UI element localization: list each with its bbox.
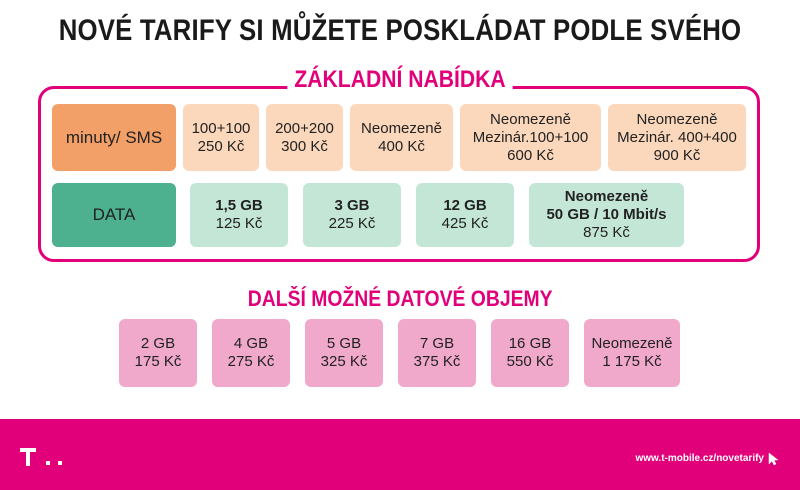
tariff-name: 100+100 bbox=[191, 119, 251, 137]
category-data: DATA bbox=[52, 183, 176, 247]
extra-data-card-3[interactable]: 5 GB 325 Kč bbox=[305, 319, 383, 387]
tariff-price: 250 Kč bbox=[197, 137, 245, 155]
tariff-name: 3 GB bbox=[334, 197, 370, 214]
tariff-card-data-1[interactable]: 1,5 GB 125 Kč bbox=[190, 183, 288, 247]
category-minutes-sms: minuty/ SMS bbox=[52, 104, 176, 171]
tariff-name: 1,5 GB bbox=[215, 197, 263, 214]
extra-data-name: 4 GB bbox=[233, 335, 269, 352]
tariff-price: 900 Kč bbox=[653, 146, 701, 164]
tariff-price: 400 Kč bbox=[378, 137, 425, 155]
tariff-name-line1: Neomezeně bbox=[636, 110, 718, 128]
tariff-name-line2: Mezinár.100+100 bbox=[472, 128, 589, 146]
extra-data-card-2[interactable]: 4 GB 275 Kč bbox=[212, 319, 290, 387]
extra-data-price: 175 Kč bbox=[134, 353, 182, 370]
extra-data-name: 16 GB bbox=[508, 335, 552, 352]
tariff-name-line1: Neomezeně bbox=[564, 188, 649, 205]
extra-data-price: 275 Kč bbox=[227, 353, 275, 370]
tariff-name: 200+200 bbox=[275, 119, 334, 137]
extra-data-card-6[interactable]: Neomezeně 1 175 Kč bbox=[584, 319, 680, 387]
extra-data-name: Neomezeně bbox=[591, 335, 673, 352]
extra-data-name: 2 GB bbox=[140, 335, 176, 352]
extra-data-name: 7 GB bbox=[419, 335, 455, 352]
tariff-price: 225 Kč bbox=[328, 215, 376, 232]
basic-offer-label-wrap: ZÁKLADNÍ NABÍDKA bbox=[0, 66, 800, 94]
basic-offer-label: ZÁKLADNÍ NABÍDKA bbox=[287, 66, 513, 94]
tariff-card-minutes-4[interactable]: Neomezeně Mezinár.100+100 600 Kč bbox=[460, 104, 601, 171]
category-data-label: DATA bbox=[92, 205, 136, 224]
tariff-card-data-2[interactable]: 3 GB 225 Kč bbox=[303, 183, 401, 247]
tariff-price: 300 Kč bbox=[281, 137, 328, 155]
tariff-name-line2: Mezinár. 400+400 bbox=[617, 128, 737, 146]
tariff-name: Neomezeně bbox=[361, 119, 442, 137]
extra-data-price: 1 175 Kč bbox=[602, 353, 662, 370]
category-minutes-sms-label: minuty/ SMS bbox=[65, 127, 163, 147]
extra-data-card-5[interactable]: 16 GB 550 Kč bbox=[491, 319, 569, 387]
footer-url-link[interactable]: www.t-mobile.cz/novetarify bbox=[635, 453, 764, 464]
extra-data-card-1[interactable]: 2 GB 175 Kč bbox=[119, 319, 197, 387]
extra-data-price: 325 Kč bbox=[320, 353, 368, 370]
tariff-card-data-4[interactable]: Neomezeně 50 GB / 10 Mbit/s 875 Kč bbox=[529, 183, 684, 247]
extra-data-price: 550 Kč bbox=[506, 353, 554, 370]
extra-data-title-wrap: DALŠÍ MOŽNÉ DATOVÉ OBJEMY bbox=[0, 286, 800, 312]
tariff-card-minutes-5[interactable]: Neomezeně Mezinár. 400+400 900 Kč bbox=[608, 104, 746, 171]
mouse-pointer-icon bbox=[768, 452, 779, 466]
extra-data-card-4[interactable]: 7 GB 375 Kč bbox=[398, 319, 476, 387]
extra-data-price: 375 Kč bbox=[413, 353, 461, 370]
tariff-name-line2: 50 GB / 10 Mbit/s bbox=[546, 206, 667, 223]
tariff-card-minutes-3[interactable]: Neomezeně 400 Kč bbox=[350, 104, 453, 171]
tariff-name-line1: Neomezeně bbox=[490, 110, 571, 128]
tariff-price: 425 Kč bbox=[441, 215, 489, 232]
extra-data-name: 5 GB bbox=[326, 335, 362, 352]
tariff-price: 875 Kč bbox=[583, 224, 630, 241]
page-title: NOVÉ TARIFY SI MŮŽETE POSKLÁDAT PODLE SV… bbox=[58, 14, 742, 47]
tariff-card-minutes-2[interactable]: 200+200 300 Kč bbox=[266, 104, 343, 171]
extra-data-title: DALŠÍ MOŽNÉ DATOVÉ OBJEMY bbox=[247, 286, 553, 311]
tariff-card-data-3[interactable]: 12 GB 425 Kč bbox=[416, 183, 514, 247]
tariff-name: 12 GB bbox=[443, 197, 487, 214]
telekom-t-logo-icon[interactable] bbox=[18, 446, 78, 470]
tariff-price: 600 Kč bbox=[507, 146, 554, 164]
tariff-price: 125 Kč bbox=[215, 215, 263, 232]
footer-bar: www.t-mobile.cz/novetarify bbox=[0, 419, 800, 490]
tariff-card-minutes-1[interactable]: 100+100 250 Kč bbox=[183, 104, 259, 171]
